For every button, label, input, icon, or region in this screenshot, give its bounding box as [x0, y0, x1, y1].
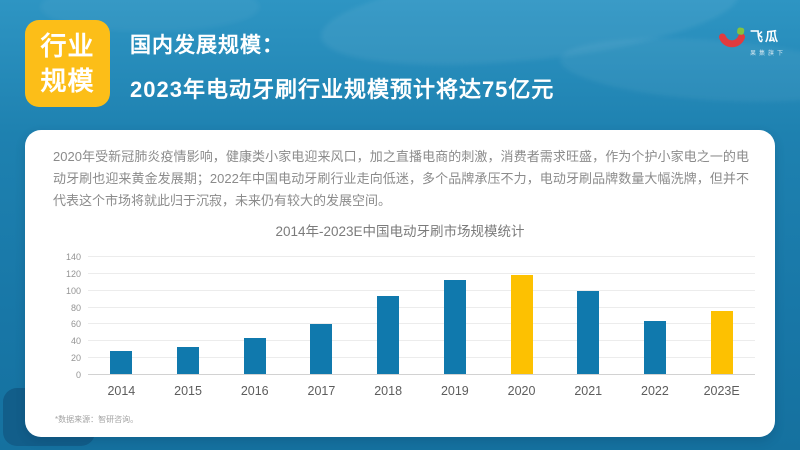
gridline-20: [88, 357, 755, 359]
x-axis-label-2016: 2016: [240, 384, 269, 398]
bar-column-2021: 2021: [555, 257, 622, 398]
bar-2018: [377, 296, 400, 374]
slide-title-line1: 国内发展规模：: [130, 34, 284, 57]
bar-column-2014: 2014: [88, 257, 155, 398]
y-axis-tick-0: 0: [75, 370, 81, 380]
bar-2022: [643, 320, 666, 374]
x-axis-label-2021: 2021: [574, 384, 603, 398]
y-axis-tick-140: 140: [65, 252, 81, 262]
x-axis-label-2015: 2015: [174, 384, 202, 398]
section-badge: 行业 规模: [25, 20, 110, 107]
bar-column-2015: 2015: [155, 257, 222, 398]
x-axis-label-2023E: 2023E: [703, 384, 740, 398]
feigua-smile-icon: [718, 27, 745, 48]
x-axis-label-2019: 2019: [440, 384, 469, 398]
y-axis-tick-20: 20: [70, 353, 81, 364]
bar-column-2016: 2016: [221, 257, 288, 398]
intro-paragraph: 2020年受新冠肺炎疫情影响，健康类小家电迎来风口，加之直播电商的刺激，消费者需…: [53, 149, 749, 208]
gridline-100: [88, 289, 755, 291]
y-axis-tick-60: 60: [70, 319, 81, 330]
feigua-logo-name: 飞瓜: [749, 29, 780, 44]
x-axis-label-2017: 2017: [307, 384, 336, 398]
bar-2020: [510, 275, 533, 374]
x-axis-label-2020: 2020: [507, 384, 536, 398]
bar-2021: [577, 291, 600, 374]
x-axis-label-2018: 2018: [374, 384, 403, 398]
bar-column-2019: 2019: [422, 257, 489, 398]
x-axis-label-2022: 2022: [641, 384, 669, 398]
y-axis-tick-120: 120: [65, 268, 81, 279]
chart-title: 2014年-2023E中国电动牙刷市场规模统计: [275, 224, 525, 239]
gridline-120: [88, 272, 755, 274]
bar-2019: [443, 279, 466, 374]
section-badge-line2: 规模: [40, 65, 95, 96]
bar-2017: [310, 324, 333, 374]
slide-title: 国内发展规模： 2023年电动牙刷行业规模预计将达75亿元: [130, 29, 554, 104]
bar-2014: [110, 351, 133, 374]
content-card: 2020年受新冠肺炎疫情影响，健康类小家电迎来风口，加之直播电商的刺激，消费者需…: [25, 130, 775, 437]
feigua-logo-tagline: 果集旗下: [749, 50, 786, 57]
gridline-80: [88, 306, 755, 308]
gridline-40: [88, 340, 755, 342]
y-axis-tick-80: 80: [70, 302, 81, 313]
bar-column-2017: 2017: [288, 257, 355, 398]
y-axis-tick-40: 40: [70, 336, 81, 347]
gridline-140: [88, 256, 755, 257]
bar-column-2022: 2022: [622, 257, 689, 398]
data-source-footnote: *数据来源：智研咨询。: [55, 415, 139, 424]
x-axis-label-2014: 2014: [107, 384, 136, 398]
gridline-60: [88, 323, 755, 325]
gridline-0: [88, 374, 755, 375]
bar-column-2018: 2018: [355, 257, 422, 398]
bar-2016: [243, 337, 266, 374]
slide-title-line2: 2023年电动牙刷行业规模预计将达75亿元: [130, 77, 555, 102]
bar-2015: [177, 347, 200, 374]
section-badge-line1: 行业: [40, 31, 95, 62]
feigua-logo-text: 飞瓜 果集旗下: [750, 27, 786, 57]
bar-column-2020: 2020: [488, 257, 555, 398]
bar-2023E: [710, 310, 733, 374]
bar-column-2023E: 2023E: [688, 257, 755, 398]
y-axis-tick-100: 100: [65, 285, 81, 296]
feigua-logo: 飞瓜 果集旗下: [718, 27, 786, 57]
bar-chart-plot-area: 0 20 40 60 80 100 120 140 2014 2015 2016 2017 2018 20…: [66, 252, 755, 398]
